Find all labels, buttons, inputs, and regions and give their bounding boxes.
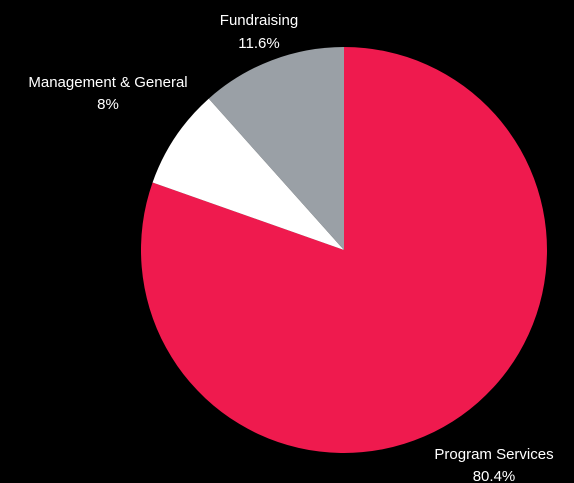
- slice-value-program-services: 80.4%: [473, 468, 516, 483]
- slice-value-fundraising: 11.6%: [238, 35, 279, 52]
- pie-slice-fundraising: [208, 47, 344, 250]
- slice-label-management-general: Management & General: [28, 74, 187, 91]
- slice-value-management-general: 8%: [97, 96, 119, 113]
- pie-slice-program-services: [140, 47, 547, 454]
- pie-slice-management-general: [152, 98, 344, 250]
- slice-label-fundraising: Fundraising: [220, 12, 298, 29]
- slice-label-program-services: Program Services: [434, 446, 553, 463]
